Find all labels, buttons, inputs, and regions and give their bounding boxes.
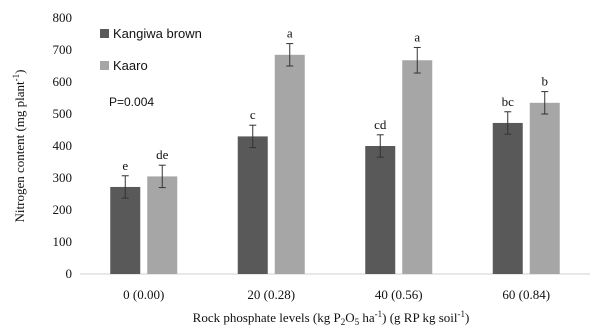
significance-letter: bc	[502, 94, 515, 109]
y-tick-label: 0	[66, 266, 73, 281]
significance-letter: e	[122, 158, 128, 173]
y-axis-title-sup: -1	[11, 74, 21, 82]
x-axis-title-part3: ha	[359, 310, 375, 325]
y-tick-label: 200	[53, 202, 73, 217]
x-axis-title-part4: ) (g RP kg soil	[382, 310, 458, 325]
x-axis-title-part2: O	[345, 310, 354, 325]
y-axis-ticks: 0 100 200 300 400 500 600 700 800	[53, 10, 73, 281]
x-axis-title-sup1: -1	[375, 309, 383, 319]
y-tick-label: 700	[53, 42, 73, 57]
x-axis-ticks: 0 (0.00) 20 (0.28) 40 (0.56) 60 (0.84)	[123, 287, 550, 302]
bars-group: e de c a cd a bc b	[110, 26, 560, 275]
y-axis-title: Nitrogen content (mg plant-1)	[11, 69, 27, 222]
x-tick-label: 60 (0.84)	[502, 287, 550, 302]
y-axis-title-prefix: Nitrogen content (mg plant	[12, 81, 27, 223]
p-value-annotation: P=0.004	[109, 95, 154, 109]
bar	[147, 176, 178, 274]
x-axis-title-sub2: 5	[355, 317, 360, 327]
bar	[402, 60, 433, 274]
bar	[365, 146, 396, 274]
y-axis-title-suffix: )	[12, 69, 27, 73]
bar	[110, 186, 141, 274]
y-tick-label: 400	[53, 138, 73, 153]
y-tick-label: 800	[53, 10, 73, 25]
legend-swatch-kangiwa-brown	[100, 29, 109, 38]
significance-letter: b	[542, 74, 549, 89]
x-axis-title-sup2: -1	[457, 309, 465, 319]
x-axis-title-part1: Rock phosphate levels (kg P	[193, 310, 341, 325]
significance-letter: de	[156, 147, 169, 162]
x-tick-label: 20 (0.28)	[247, 287, 295, 302]
bar	[274, 54, 305, 274]
y-tick-label: 500	[53, 106, 73, 121]
significance-letter: c	[250, 107, 256, 122]
x-axis-title-sub1: 2	[341, 317, 346, 327]
legend-swatch-kaaro	[100, 61, 109, 70]
x-tick-label: 40 (0.56)	[375, 287, 423, 302]
legend: Kangiwa brown Kaaro	[100, 26, 202, 73]
significance-letter: a	[414, 29, 420, 44]
y-tick-label: 300	[53, 170, 73, 185]
significance-letter: a	[287, 26, 293, 41]
y-tick-label: 600	[53, 74, 73, 89]
x-axis-title: Rock phosphate levels (kg P2O5 ha-1) (g …	[193, 309, 470, 327]
bar	[492, 122, 523, 275]
x-tick-label: 0 (0.00)	[123, 287, 164, 302]
legend-label-kangiwa-brown: Kangiwa brown	[113, 26, 202, 41]
significance-letter: cd	[374, 117, 387, 132]
x-axis-title-part5: )	[465, 310, 469, 325]
y-tick-label: 100	[53, 234, 73, 249]
legend-label-kaaro: Kaaro	[113, 58, 148, 73]
bar	[237, 136, 268, 274]
bar	[529, 102, 560, 274]
